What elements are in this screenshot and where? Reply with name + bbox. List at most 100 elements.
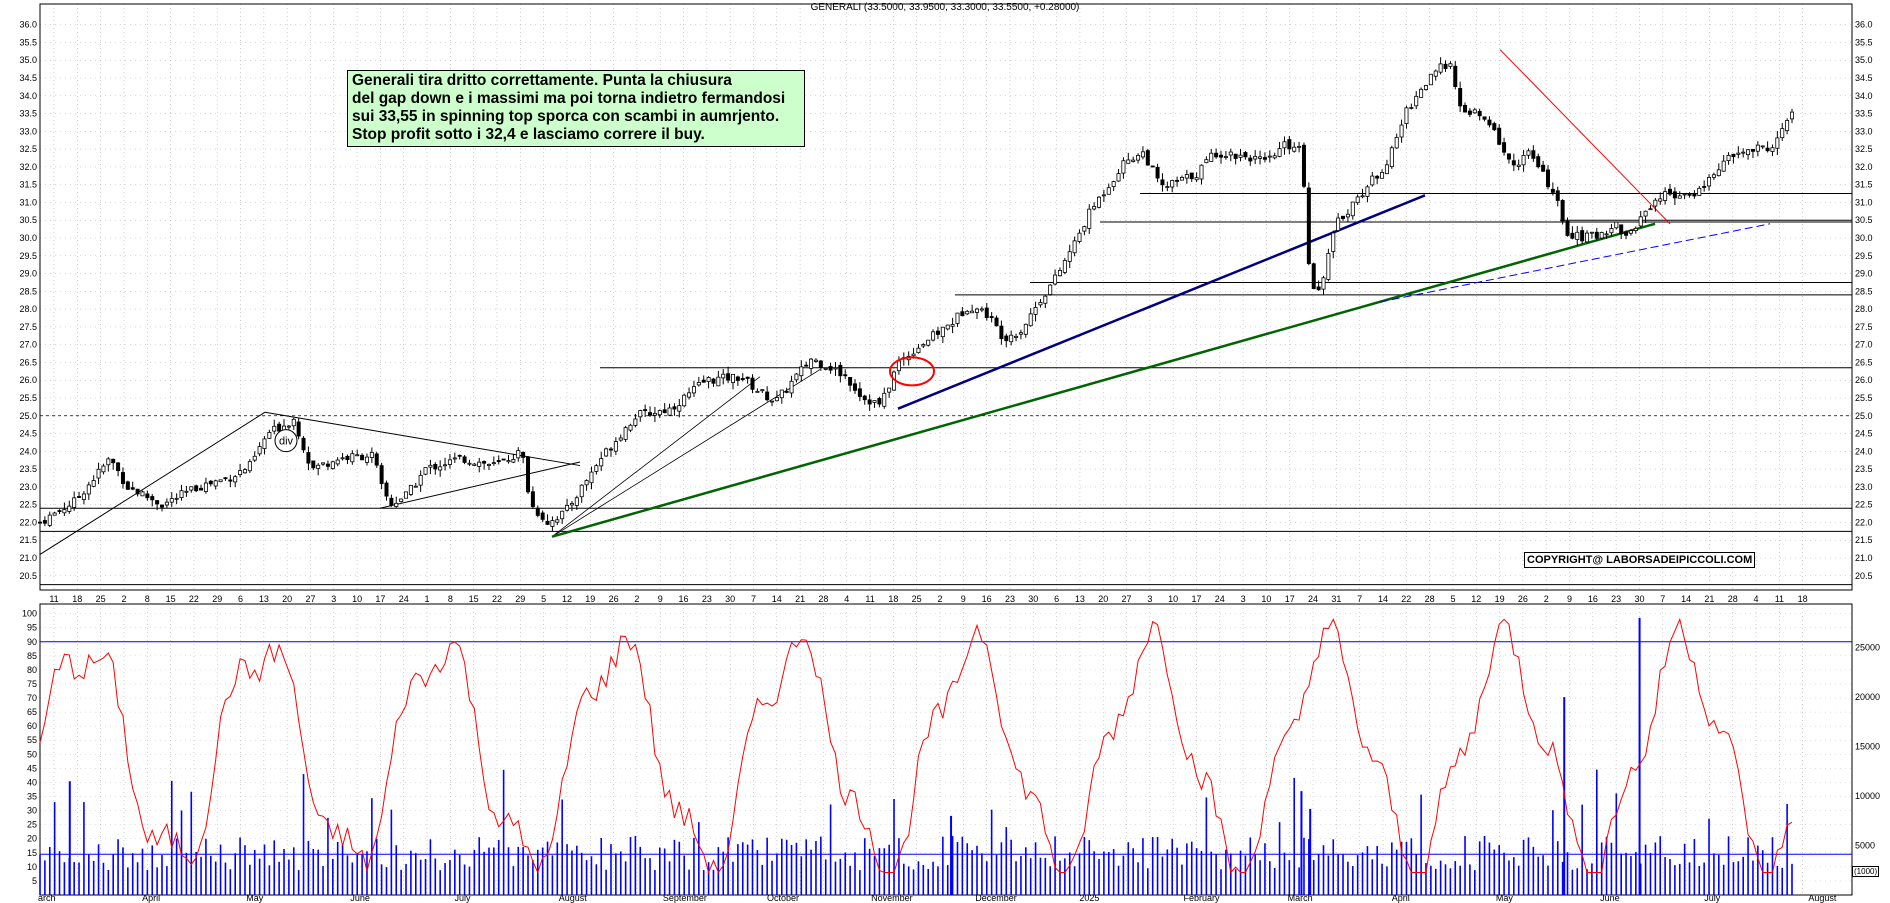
x-tick-day: 26 xyxy=(1518,594,1528,604)
candle-body xyxy=(130,487,135,490)
candle-body xyxy=(467,462,472,465)
candle-body xyxy=(1316,286,1321,291)
oscillator-tick: 30 xyxy=(27,806,37,816)
x-tick-day: 7 xyxy=(1357,594,1362,604)
candle-body xyxy=(1184,174,1189,179)
candle-body xyxy=(72,497,77,508)
price-tick-left: 32.0 xyxy=(19,162,37,172)
x-axis: 11 18 25 2 8 15 22 29 6 13 20 27 3 10 17 24 1 8 15 22 29 5 12 1… xyxy=(38,594,1837,903)
candle-body xyxy=(565,504,570,511)
candle-body xyxy=(1228,151,1233,156)
candle-body xyxy=(1004,335,1009,342)
candle-body xyxy=(233,476,238,483)
candle-body xyxy=(618,437,623,441)
candle-body xyxy=(896,360,901,372)
price-tick-left: 29.5 xyxy=(19,251,37,261)
x-tick-day: 23 xyxy=(702,594,712,604)
candle-body xyxy=(555,519,560,523)
candle-body xyxy=(935,330,940,335)
candle-body xyxy=(1321,277,1326,290)
candle-body xyxy=(1516,164,1521,167)
candle-body xyxy=(1111,181,1116,187)
oscillator-tick: 75 xyxy=(27,679,37,689)
x-tick-day: 14 xyxy=(1378,594,1388,604)
price-tick-right: 32.5 xyxy=(1855,144,1873,154)
price-tick-right: 21.0 xyxy=(1855,553,1873,563)
candle-body xyxy=(1506,153,1511,160)
candle-body xyxy=(1048,284,1053,295)
candle-body xyxy=(804,364,809,367)
price-tick-left: 31.5 xyxy=(19,180,37,190)
price-tick-left: 28.5 xyxy=(19,286,37,296)
x-tick-day: 2 xyxy=(937,594,942,604)
candles xyxy=(38,57,1795,532)
candle-body xyxy=(1565,220,1570,236)
candle-body xyxy=(1057,270,1062,277)
candle-body xyxy=(633,418,638,426)
candle-body xyxy=(560,510,565,520)
x-tick-day: 30 xyxy=(725,594,735,604)
candle-body xyxy=(1423,85,1428,90)
candle-body xyxy=(1009,334,1014,343)
candle-body xyxy=(1101,194,1106,197)
candle-body xyxy=(1633,228,1638,231)
candle-body xyxy=(745,376,750,379)
x-tick-month: February xyxy=(1184,893,1221,903)
candle-body xyxy=(1711,174,1716,178)
candle-body xyxy=(350,453,355,463)
price-tick-left: 31.0 xyxy=(19,197,37,207)
candle-body xyxy=(779,389,784,399)
x-tick-day: 6 xyxy=(1054,594,1059,604)
candle-body xyxy=(42,520,47,524)
x-tick-day: 14 xyxy=(772,594,782,604)
price-tick-left: 25.5 xyxy=(19,393,37,403)
candle-body xyxy=(687,392,692,398)
candle-body xyxy=(364,456,369,463)
oscillator-tick: 5 xyxy=(32,876,37,886)
candle-body xyxy=(711,378,716,384)
candle-body xyxy=(394,502,399,507)
oscillator-tick: 45 xyxy=(27,763,37,773)
candle-body xyxy=(584,480,589,486)
candle-body xyxy=(1726,155,1731,162)
candle-body xyxy=(438,466,443,471)
candle-body xyxy=(150,496,155,501)
price-tick-right: 35.0 xyxy=(1855,55,1873,65)
candle-body xyxy=(1287,139,1292,150)
oscillator-line xyxy=(39,617,1793,875)
candle-body xyxy=(750,377,755,390)
price-tick-right: 34.5 xyxy=(1855,73,1873,83)
candle-body xyxy=(1467,110,1472,115)
div-label: div xyxy=(279,436,294,448)
note-line-4: Stop profit sotto i 32,4 e lasciamo corr… xyxy=(352,126,705,143)
trendline-green xyxy=(551,222,1656,538)
oscillator-tick: 25 xyxy=(27,820,37,830)
x-tick-day: 13 xyxy=(1075,594,1085,604)
candle-body xyxy=(1097,196,1102,208)
price-tick-left: 34.0 xyxy=(19,91,37,101)
candle-body xyxy=(535,507,540,516)
price-tick-right: 28.5 xyxy=(1855,286,1873,296)
oscillator-tick: 35 xyxy=(27,792,37,802)
candle-body xyxy=(1477,110,1482,117)
x-tick-month: arch xyxy=(38,893,56,903)
x-tick-month: November xyxy=(871,893,913,903)
candle-body xyxy=(1599,232,1604,239)
candle-body xyxy=(1785,120,1790,132)
x-tick-day: 21 xyxy=(795,594,805,604)
candle-body xyxy=(1311,263,1316,290)
candle-body xyxy=(1179,177,1184,181)
candle-body xyxy=(155,500,160,505)
candle-body xyxy=(877,398,882,405)
candle-body xyxy=(496,460,501,462)
x-tick-day: 22 xyxy=(189,594,199,604)
price-tick-right: 29.0 xyxy=(1855,269,1873,279)
candle-body xyxy=(652,412,657,416)
candle-body xyxy=(511,459,516,463)
candle-body xyxy=(1018,332,1023,335)
candle-body xyxy=(1175,179,1180,182)
candle-body xyxy=(1214,152,1219,158)
trendline-black xyxy=(264,411,581,467)
candle-body xyxy=(1341,215,1346,219)
candle-body xyxy=(340,457,345,460)
